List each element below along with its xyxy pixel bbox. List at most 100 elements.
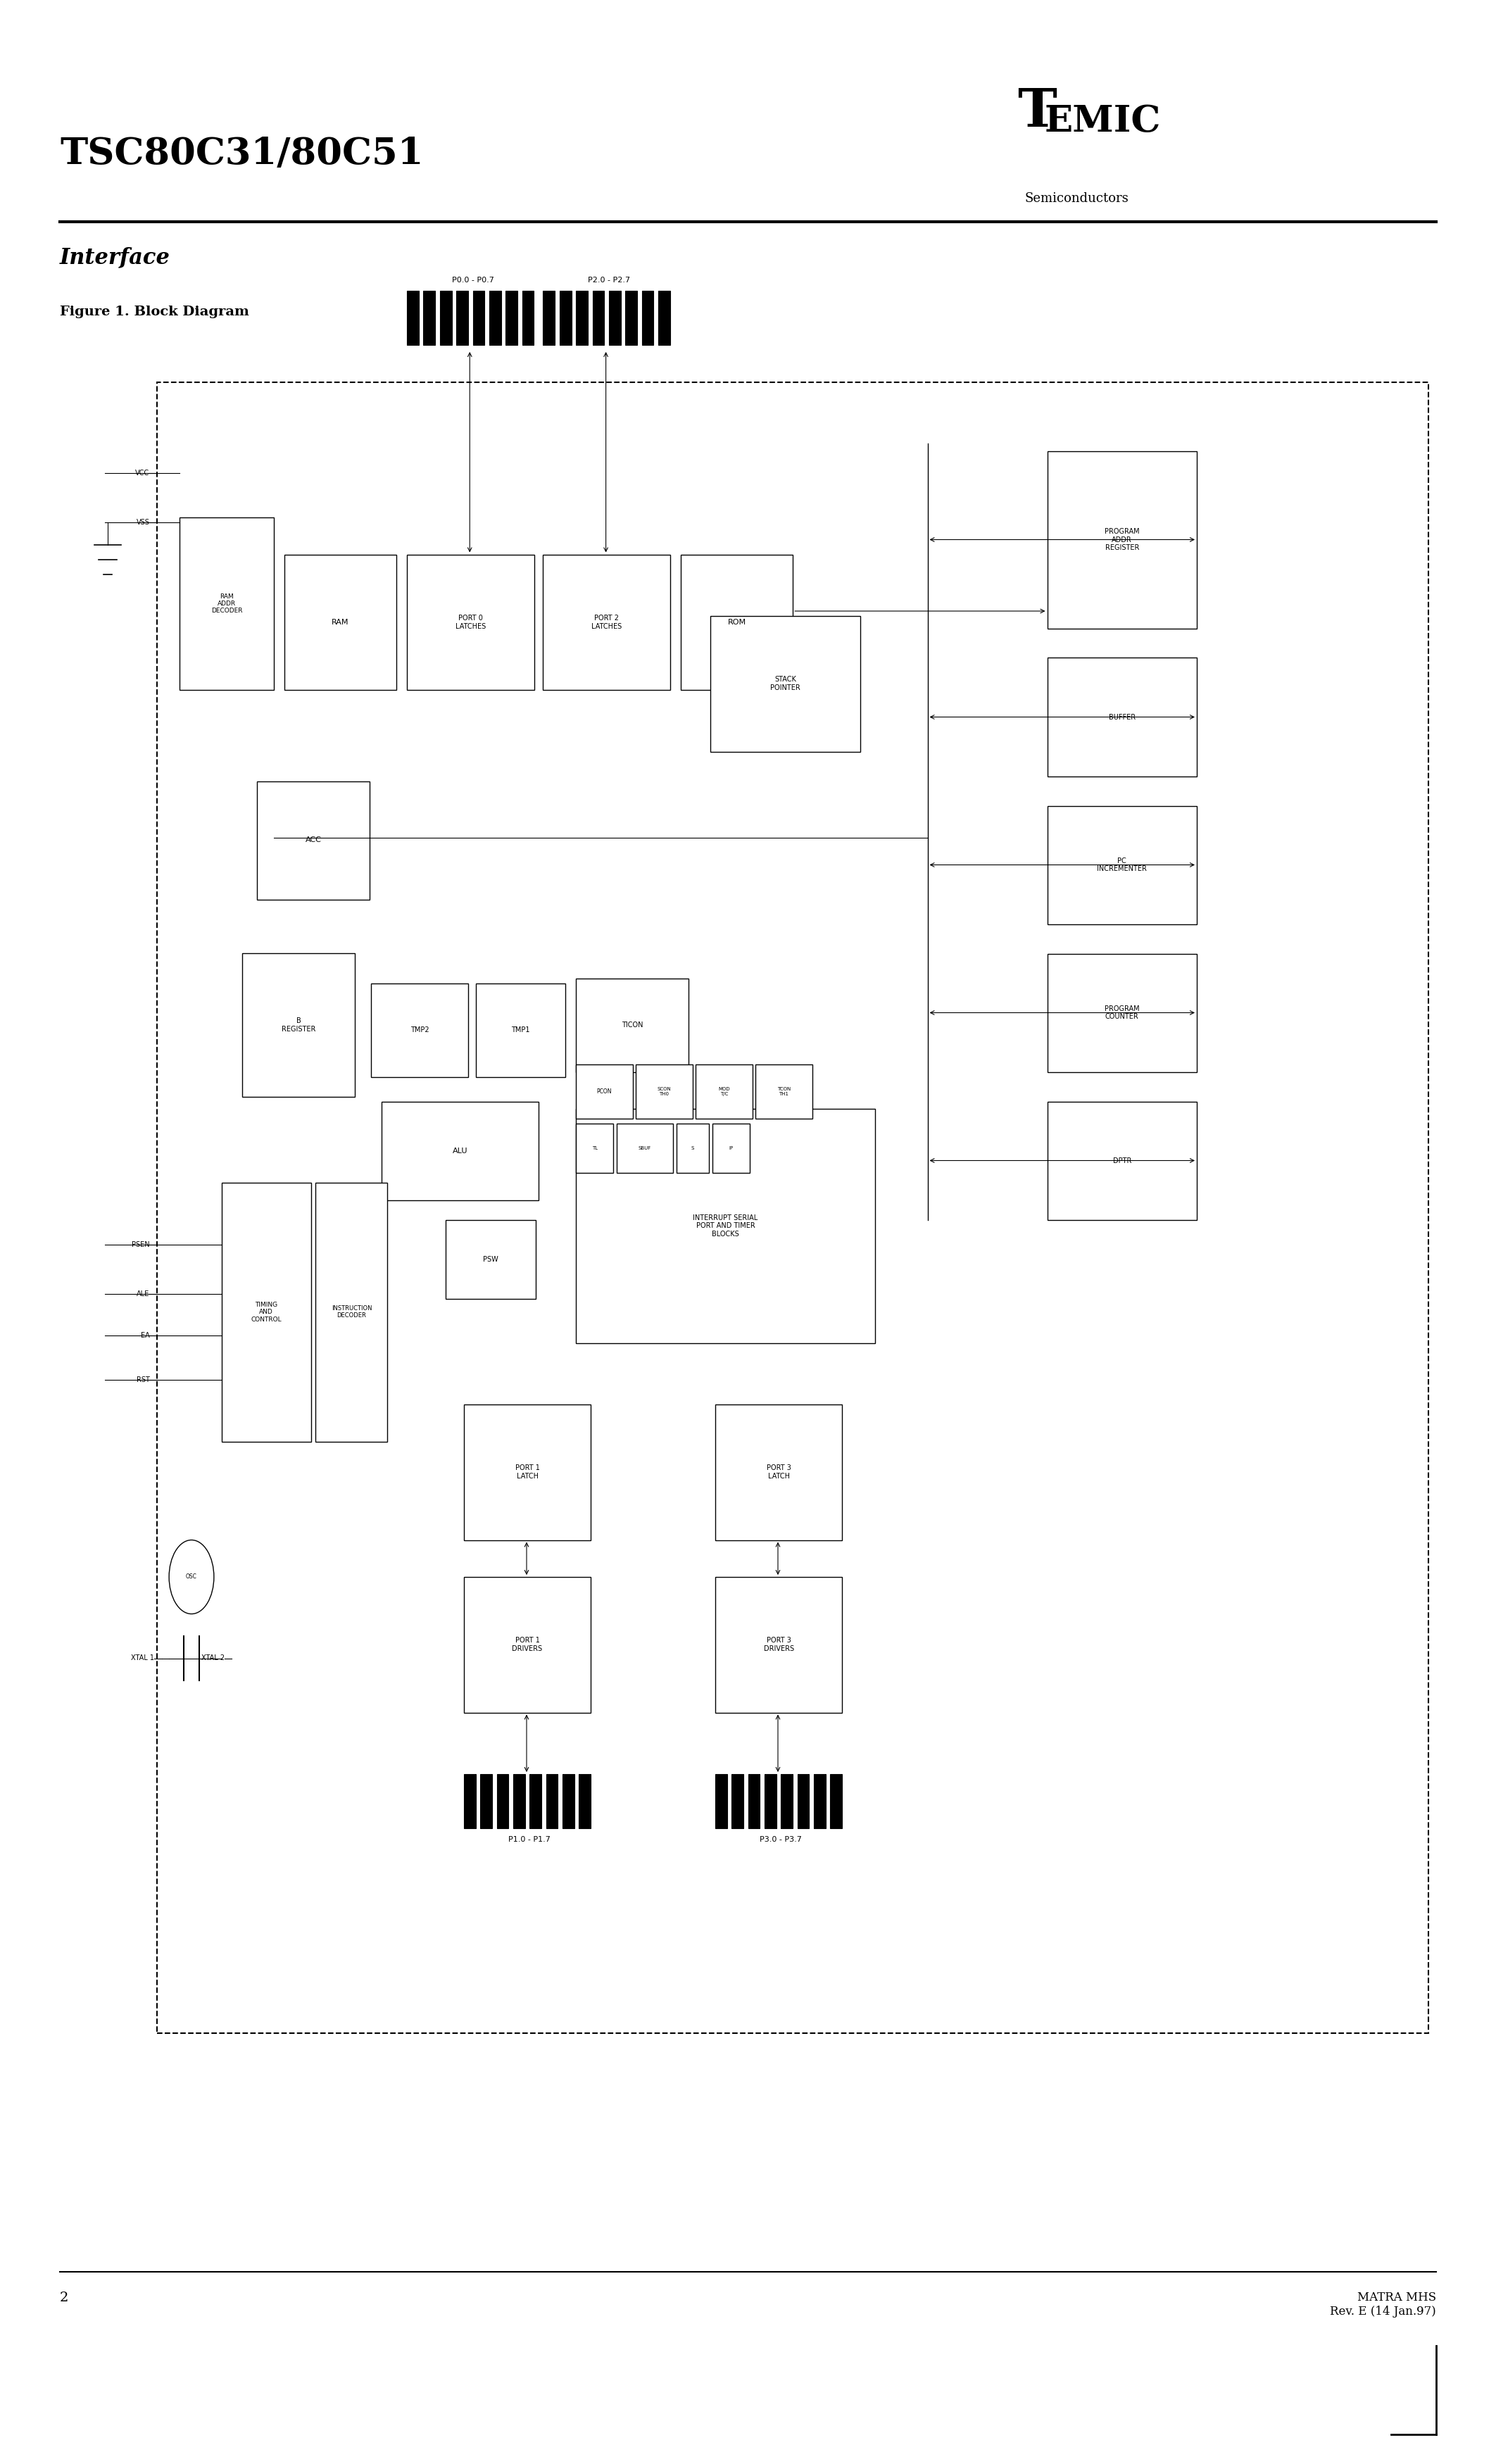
Text: P0.0 - P0.7: P0.0 - P0.7	[452, 276, 494, 283]
Text: PORT 2
LATCHES: PORT 2 LATCHES	[591, 614, 622, 631]
Bar	[489, 291, 501, 345]
Bar	[1047, 658, 1197, 776]
Bar	[609, 291, 621, 345]
Bar	[576, 1064, 633, 1119]
Text: SCON
TH0: SCON TH0	[657, 1087, 672, 1096]
Text: Interface: Interface	[60, 246, 171, 269]
Bar	[497, 1774, 509, 1828]
Bar	[440, 291, 452, 345]
Bar	[1047, 1101, 1197, 1220]
Bar	[242, 954, 355, 1096]
Bar	[715, 1577, 842, 1712]
Bar	[830, 1774, 842, 1828]
Bar	[681, 554, 793, 690]
Bar	[560, 291, 571, 345]
Text: BUFFER: BUFFER	[1109, 715, 1135, 719]
Text: XTAL 2: XTAL 2	[200, 1656, 224, 1661]
Text: TMP2: TMP2	[410, 1027, 429, 1032]
Bar	[676, 1124, 709, 1173]
Text: VCC: VCC	[136, 471, 150, 476]
Text: PORT 1
DRIVERS: PORT 1 DRIVERS	[512, 1636, 543, 1653]
Bar	[625, 291, 637, 345]
Bar	[476, 983, 565, 1077]
Text: TIMING
AND
CONTROL: TIMING AND CONTROL	[251, 1301, 281, 1323]
Bar	[781, 1774, 793, 1828]
Text: MATRA MHS
Rev. E (14 Jan.97): MATRA MHS Rev. E (14 Jan.97)	[1330, 2292, 1436, 2316]
Text: INSTRUCTION
DECODER: INSTRUCTION DECODER	[331, 1306, 373, 1318]
Text: SBUF: SBUF	[639, 1146, 651, 1151]
Bar	[407, 554, 534, 690]
Text: PCON: PCON	[597, 1089, 612, 1094]
Text: DPTR: DPTR	[1113, 1158, 1131, 1163]
Bar	[543, 291, 555, 345]
Text: IP: IP	[729, 1146, 733, 1151]
Text: B
REGISTER: B REGISTER	[281, 1018, 316, 1032]
Bar	[576, 1109, 875, 1343]
Text: OSC: OSC	[186, 1574, 197, 1579]
Text: RAM: RAM	[332, 618, 349, 626]
Text: Figure 1. Block Diagram: Figure 1. Block Diagram	[60, 306, 250, 318]
Bar	[473, 291, 485, 345]
Bar	[616, 1124, 673, 1173]
Bar	[423, 291, 435, 345]
Text: P3.0 - P3.7: P3.0 - P3.7	[760, 1836, 802, 1843]
Text: PSEN: PSEN	[132, 1242, 150, 1247]
Bar	[1047, 954, 1197, 1072]
Text: ACC: ACC	[305, 838, 322, 843]
Bar	[407, 291, 419, 345]
Text: S: S	[691, 1146, 694, 1151]
Text: PORT 3
LATCH: PORT 3 LATCH	[766, 1464, 791, 1481]
Text: ALU: ALU	[452, 1148, 468, 1153]
Text: PSW: PSW	[483, 1257, 498, 1262]
Bar	[576, 978, 688, 1072]
Text: TMP1: TMP1	[512, 1027, 530, 1032]
Text: EA: EA	[141, 1333, 150, 1338]
Text: RST: RST	[136, 1377, 150, 1382]
Bar	[221, 1183, 311, 1441]
Bar	[381, 1101, 539, 1200]
Text: INTERRUPT SERIAL
PORT AND TIMER
BLOCKS: INTERRUPT SERIAL PORT AND TIMER BLOCKS	[693, 1215, 758, 1237]
Bar	[755, 1064, 812, 1119]
Text: T: T	[1017, 86, 1056, 138]
Text: P2.0 - P2.7: P2.0 - P2.7	[588, 276, 630, 283]
Bar	[715, 1404, 842, 1540]
Text: P1.0 - P1.7: P1.0 - P1.7	[509, 1836, 551, 1843]
Bar	[257, 781, 370, 899]
Text: PROGRAM
ADDR
REGISTER: PROGRAM ADDR REGISTER	[1104, 527, 1140, 552]
Bar	[658, 291, 670, 345]
Bar	[456, 291, 468, 345]
Bar	[732, 1774, 744, 1828]
Text: TCON
TH1: TCON TH1	[776, 1087, 791, 1096]
Bar	[576, 1124, 613, 1173]
Bar	[1047, 451, 1197, 628]
Bar	[284, 554, 396, 690]
Text: TSC80C31/80C51: TSC80C31/80C51	[60, 136, 423, 172]
Bar	[748, 1774, 760, 1828]
Text: STACK
POINTER: STACK POINTER	[770, 675, 800, 692]
Text: TICON: TICON	[621, 1023, 643, 1027]
Text: VSS: VSS	[136, 520, 150, 525]
Text: TL: TL	[592, 1146, 597, 1151]
Text: PC
INCREMENTER: PC INCREMENTER	[1097, 857, 1147, 872]
Bar	[464, 1577, 591, 1712]
Bar	[576, 291, 588, 345]
Text: PROGRAM
COUNTER: PROGRAM COUNTER	[1104, 1005, 1140, 1020]
Bar	[546, 1774, 558, 1828]
Bar	[712, 1124, 749, 1173]
Text: ALE: ALE	[136, 1291, 150, 1296]
Bar	[764, 1774, 776, 1828]
Text: 2: 2	[60, 2292, 69, 2304]
Text: RAM
ADDR
DECODER: RAM ADDR DECODER	[211, 594, 242, 614]
Text: Semiconductors: Semiconductors	[1025, 192, 1129, 205]
Bar	[522, 291, 534, 345]
Bar	[562, 1774, 574, 1828]
Bar	[543, 554, 670, 690]
Text: PORT 0
LATCHES: PORT 0 LATCHES	[455, 614, 486, 631]
Text: PORT 1
LATCH: PORT 1 LATCH	[515, 1464, 540, 1481]
Bar	[797, 1774, 809, 1828]
Text: ROM: ROM	[727, 618, 747, 626]
Bar	[642, 291, 654, 345]
Text: XTAL 1: XTAL 1	[130, 1656, 154, 1661]
Bar	[464, 1774, 476, 1828]
Circle shape	[169, 1540, 214, 1614]
